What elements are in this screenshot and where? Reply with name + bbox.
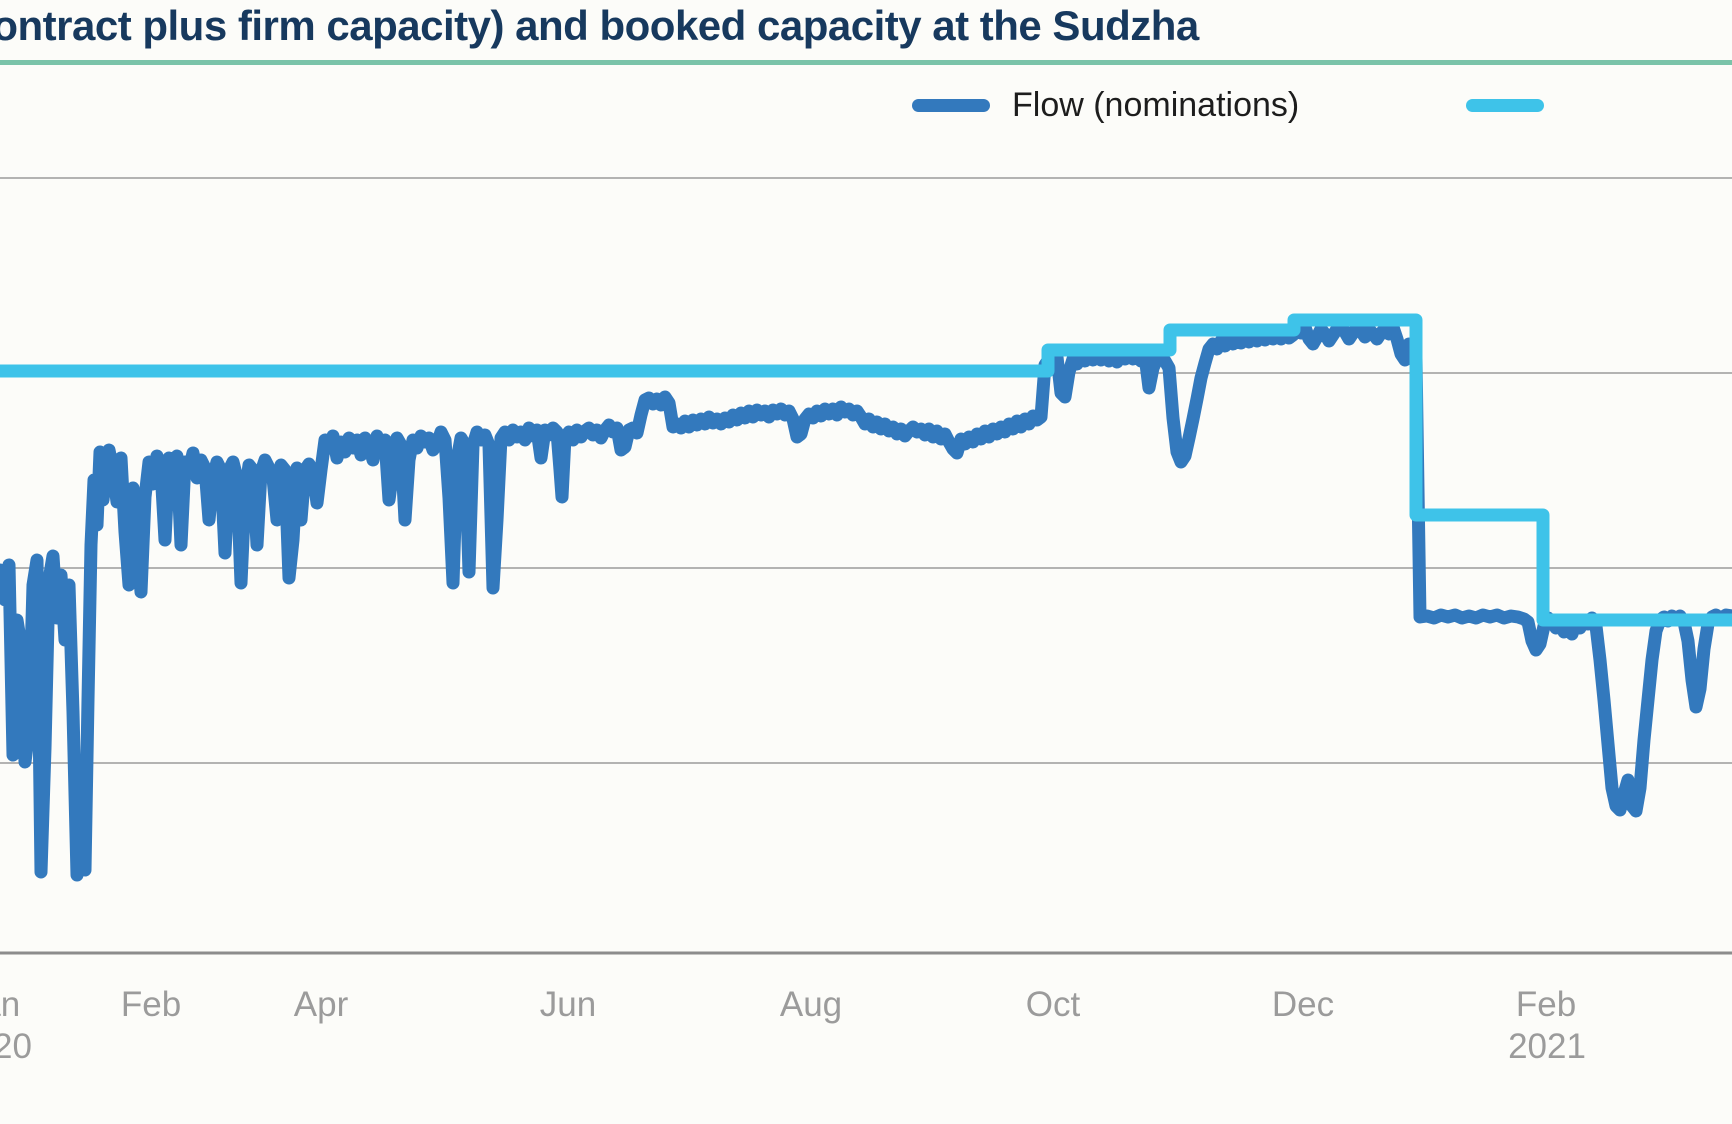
flow-legend-label: Flow (nominations) [1012,85,1300,124]
flow-series-line [0,320,1732,882]
x-tick-year-label: 2021 [1508,1027,1586,1066]
title-separator-rule [0,60,1732,65]
x-tick-label: Feb [1516,985,1576,1024]
x-tick-label: Jan [0,985,20,1024]
x-tick-label: Apr [294,985,349,1024]
x-tick-label: Dec [1272,985,1334,1024]
legend-item-capacity [1466,82,1566,128]
capacity-series-line [0,313,1732,627]
x-tick-label: Oct [1026,985,1081,1024]
x-tick-label: Jun [540,985,596,1024]
x-tick-year-label: 2020 [0,1027,32,1066]
x-tick-label: Feb [121,985,181,1024]
flow-legend-swatch-icon [912,98,990,112]
legend: Flow (nominations) [0,82,1732,128]
x-tick-label: Aug [780,985,842,1024]
legend-item-flow: Flow (nominations) [912,82,1299,128]
capacity-legend-swatch-icon [1466,98,1544,112]
chart-title: (contract plus firm capacity) and booked… [0,2,1199,49]
